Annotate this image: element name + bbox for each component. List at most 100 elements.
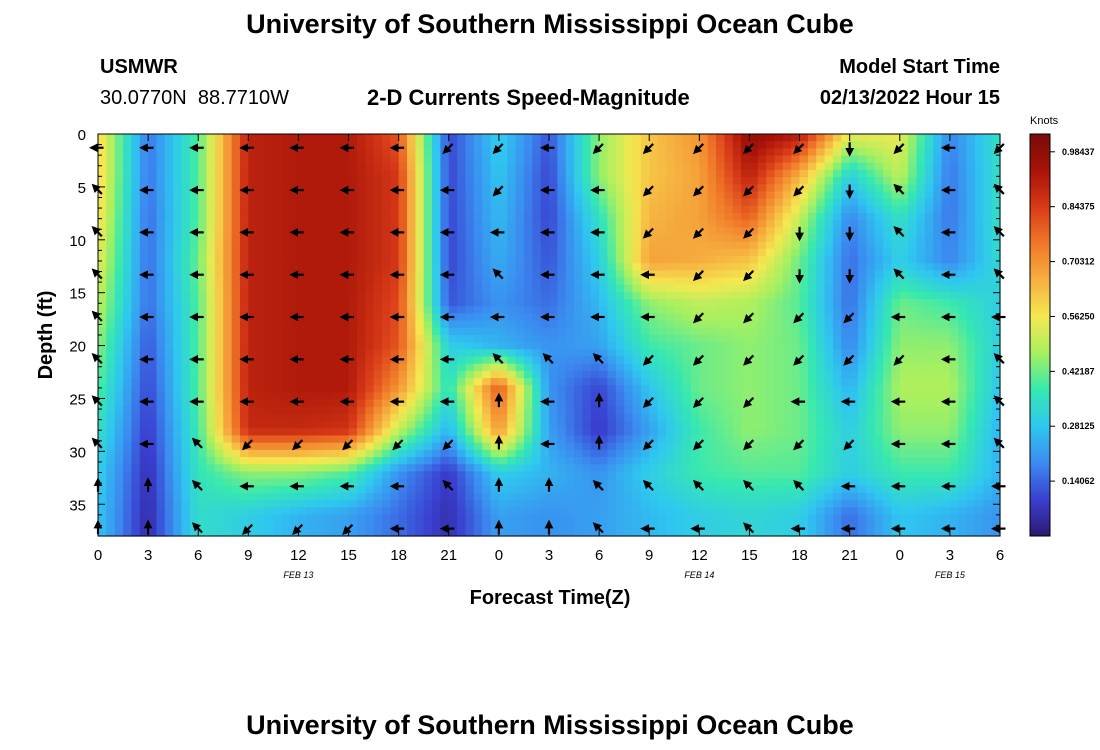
- heatmap-cell: [315, 406, 325, 415]
- heatmap-cell: [774, 406, 784, 415]
- heatmap-cell: [507, 234, 517, 243]
- heatmap-cell: [390, 457, 400, 465]
- heatmap-cell: [248, 241, 258, 250]
- heatmap-cell: [832, 378, 842, 386]
- heatmap-cell: [966, 277, 976, 286]
- heatmap-cell: [148, 205, 158, 214]
- heatmap-cell: [699, 342, 709, 350]
- heatmap-cell: [381, 428, 391, 437]
- heatmap-cell: [532, 385, 542, 394]
- heatmap-cell: [139, 349, 149, 358]
- heatmap-cell: [624, 299, 634, 307]
- heatmap-cell: [173, 270, 183, 279]
- heatmap-cell: [356, 198, 366, 207]
- heatmap-cell: [757, 248, 767, 257]
- heatmap-cell: [290, 191, 300, 200]
- heatmap-cell: [858, 406, 867, 415]
- heatmap-cell: [849, 212, 859, 221]
- heatmap-cell: [448, 191, 458, 200]
- heatmap-cell: [849, 313, 859, 322]
- heatmap-cell: [791, 227, 801, 236]
- heatmap-cell: [649, 385, 659, 394]
- heatmap-cell: [699, 184, 709, 193]
- heatmap-cell: [189, 370, 199, 379]
- heatmap-cell: [916, 442, 926, 451]
- heatmap-cell: [306, 392, 316, 401]
- heatmap-cell: [340, 306, 350, 315]
- heatmap-cell: [716, 191, 725, 200]
- heatmap-cell: [557, 234, 567, 243]
- heatmap-cell: [189, 241, 199, 250]
- heatmap-cell: [599, 370, 609, 379]
- heatmap-cell: [732, 263, 742, 271]
- heatmap-cell: [574, 234, 584, 243]
- heatmap-cell: [615, 284, 625, 293]
- heatmap-cell: [448, 370, 458, 379]
- heatmap-cell: [365, 198, 375, 207]
- heatmap-cell: [791, 306, 801, 315]
- heatmap-cell: [273, 256, 283, 264]
- heatmap-cell: [732, 406, 742, 415]
- heatmap-cell: [473, 392, 483, 401]
- heatmap-cell: [123, 141, 133, 149]
- heatmap-cell: [716, 141, 725, 149]
- heatmap-cell: [574, 134, 584, 142]
- heatmap-cell: [239, 428, 249, 437]
- heatmap-cell: [665, 241, 675, 250]
- heatmap-cell: [824, 349, 834, 358]
- heatmap-cell: [966, 198, 976, 207]
- heatmap-cell: [523, 169, 533, 178]
- heatmap-cell: [774, 442, 784, 451]
- heatmap-cell: [574, 270, 584, 279]
- heatmap-cell: [858, 291, 867, 300]
- heatmap-cell: [206, 428, 216, 437]
- heatmap-cell: [306, 442, 316, 451]
- heatmap-cell: [766, 234, 776, 243]
- heatmap-cell: [966, 256, 976, 264]
- heatmap-cell: [958, 241, 968, 250]
- heatmap-cell: [774, 256, 784, 264]
- heatmap-cell: [181, 327, 191, 336]
- heatmap-cell: [766, 342, 776, 350]
- heatmap-cell: [189, 335, 199, 343]
- heatmap-cell: [356, 327, 366, 336]
- heatmap-cell: [874, 306, 884, 315]
- heatmap-cell: [256, 155, 266, 164]
- heatmap-cell: [924, 399, 934, 408]
- heatmap-cell: [348, 442, 358, 451]
- heatmap-cell: [281, 313, 291, 322]
- heatmap-cell: [974, 141, 984, 149]
- heatmap-cell: [649, 277, 659, 286]
- heatmap-cell: [523, 342, 533, 350]
- heatmap-cell: [774, 212, 784, 221]
- heatmap-cell: [206, 169, 216, 178]
- heatmap-cell: [899, 406, 909, 415]
- heatmap-cell: [916, 392, 926, 401]
- heatmap-cell: [256, 256, 266, 264]
- heatmap-cell: [139, 299, 149, 307]
- heatmap-cell: [674, 284, 684, 293]
- heatmap-cell: [774, 428, 784, 437]
- heatmap-cell: [465, 442, 475, 451]
- heatmap-cell: [131, 327, 141, 336]
- heatmap-cell: [290, 392, 300, 401]
- heatmap-cell: [398, 435, 408, 444]
- heatmap-cell: [966, 399, 976, 408]
- heatmap-cell: [549, 263, 558, 271]
- heatmap-cell: [824, 162, 834, 171]
- heatmap-cell: [874, 378, 884, 386]
- heatmap-cell: [615, 385, 625, 394]
- heatmap-cell: [732, 306, 742, 315]
- heatmap-cell: [682, 335, 692, 343]
- heatmap-cell: [599, 256, 609, 264]
- heatmap-cell: [816, 428, 826, 437]
- heatmap-cell: [991, 327, 1001, 336]
- heatmap-cell: [791, 256, 801, 264]
- heatmap-cell: [365, 413, 375, 422]
- heatmap-cell: [248, 227, 258, 236]
- heatmap-cell: [440, 263, 450, 271]
- heatmap-cell: [189, 449, 199, 458]
- heatmap-cell: [941, 413, 951, 422]
- heatmap-cell: [98, 148, 107, 157]
- heatmap-cell: [657, 284, 667, 293]
